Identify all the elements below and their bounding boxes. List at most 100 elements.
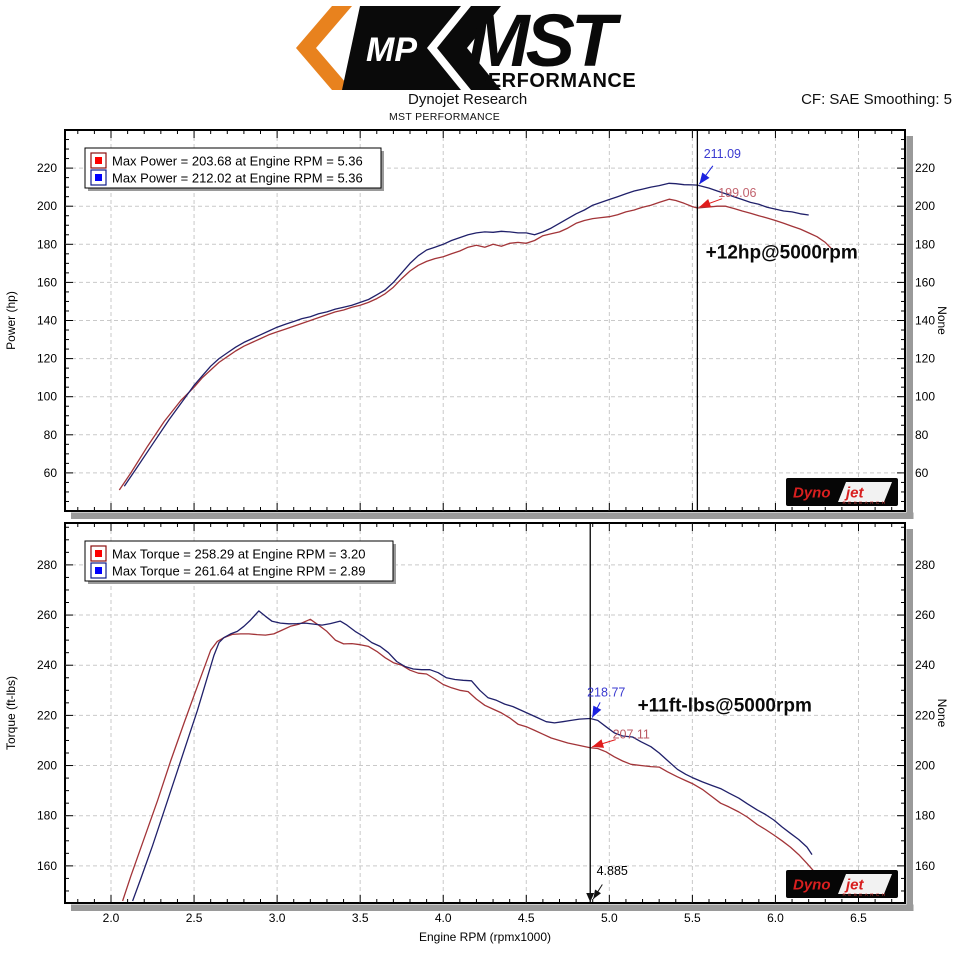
annotation-value-label: 207.11 (613, 728, 650, 742)
y-tick-label-right: 140 (915, 314, 935, 328)
y-tick-label-right: 160 (915, 859, 935, 873)
x-tick-label: 3.0 (269, 911, 286, 925)
y-tick-label-left: 100 (37, 390, 57, 404)
y-tick-label-right: 200 (915, 759, 935, 773)
annotation-arrowhead-icon (699, 198, 712, 208)
annotation-value-label: 199.06 (718, 186, 756, 200)
y-tick-label-right: 100 (915, 390, 935, 404)
y-tick-label-right: 200 (915, 199, 935, 213)
annotation-value-label: 211.09 (704, 147, 741, 161)
plot-shadow-right (906, 529, 913, 910)
x-tick-label: 4.5 (518, 911, 535, 925)
y-tick-label-right: 80 (915, 428, 929, 442)
y-tick-label-left: 220 (37, 708, 57, 722)
plot-shadow-bottom (71, 512, 914, 519)
plot-shadow-right (906, 136, 913, 518)
y-tick-label-left: 180 (37, 237, 57, 251)
x-tick-label: 6.0 (767, 911, 784, 925)
gain-annotation: +11ft-lbs@5000rpm (638, 696, 812, 717)
legend-entry-label: Max Power = 212.02 at Engine RPM = 5.36 (112, 171, 363, 186)
legend-entry-label: Max Torque = 258.29 at Engine RPM = 3.20 (112, 547, 365, 562)
legend-swatch (95, 567, 102, 574)
legend-swatch (95, 550, 102, 557)
y-tick-label-left: 200 (37, 199, 57, 213)
legend-entry-label: Max Torque = 261.64 at Engine RPM = 2.89 (112, 564, 365, 579)
axis-ticks (65, 129, 905, 512)
curves (121, 610, 828, 902)
curve-baseline (121, 618, 828, 902)
logo-orange-chevron-icon (296, 6, 352, 90)
y-tick-label-right: 120 (915, 352, 935, 366)
report-subtitle: MST PERFORMANCE (389, 111, 501, 123)
curve-baseline (118, 198, 833, 491)
y-tick-label-right: 180 (915, 809, 935, 823)
annotation-value-label: 218.77 (587, 685, 625, 699)
watermark-dyno-text: Dyno (793, 877, 831, 894)
x-tick-label: 6.5 (850, 911, 867, 925)
legend-swatch (95, 157, 102, 164)
y-tick-label-left: 280 (37, 558, 57, 572)
plot-area (64, 522, 906, 904)
mst-performance-logo: MP MST PERFORMANCE (296, 6, 636, 92)
y-tick-label-right: 160 (915, 275, 935, 289)
logo-mst-text: MST (468, 6, 622, 82)
x-tick-label: 3.5 (352, 911, 369, 925)
y-axis-title: Torque (ft-lbs) (4, 676, 18, 750)
x-tick-label: 2.5 (186, 911, 203, 925)
dynojet-research-title: Dynojet Research (408, 91, 528, 108)
x-tick-label: 5.0 (601, 911, 618, 925)
y-axis-title: Power (hp) (4, 291, 18, 350)
y-tick-label-left: 80 (44, 428, 58, 442)
legend: Max Power = 203.68 at Engine RPM = 5.36 M… (84, 147, 384, 191)
annotation-arrowhead-icon (592, 739, 605, 748)
curve-modified (123, 182, 809, 487)
y-tick-label-left: 200 (37, 759, 57, 773)
y-tick-label-right: 60 (915, 466, 929, 480)
y-tick-label-right: 240 (915, 658, 935, 672)
power-chart: 60 60 80 80 100 100 120 120 140 140 160 160 180 180 20… (4, 129, 949, 519)
y-tick-label-left: 260 (37, 608, 57, 622)
watermark-jet-text: jet (844, 877, 865, 894)
cursor-value-label: 4.885 (597, 864, 628, 878)
watermark-research-text: RESEARCH (842, 892, 887, 897)
legend: Max Torque = 258.29 at Engine RPM = 3.20… (84, 540, 396, 584)
y-tick-label-right: 280 (915, 558, 935, 572)
x-tick-label: 5.5 (684, 911, 701, 925)
curves (118, 182, 833, 491)
y-tick-label-right: 220 (915, 161, 935, 175)
right-axis-title: None (935, 306, 949, 335)
gain-annotation: +12hp@5000rpm (706, 243, 858, 264)
right-axis-title: None (935, 699, 949, 728)
y-tick-label-left: 140 (37, 314, 57, 328)
logo-k-chevron-icon (437, 6, 501, 90)
y-tick-label-left: 160 (37, 859, 57, 873)
curve-modified (131, 610, 813, 902)
annotation-arrowhead-icon (699, 172, 710, 185)
y-tick-label-right: 220 (915, 708, 935, 722)
cursor-down-arrow-icon (586, 893, 595, 902)
legend-swatch (95, 174, 102, 181)
logo-mp-text: MP (366, 31, 417, 69)
y-tick-label-left: 180 (37, 809, 57, 823)
plot-shadow-bottom (71, 904, 914, 911)
watermark-jet-text: jet (844, 485, 865, 502)
watermark-swoosh (838, 874, 892, 894)
y-tick-label-left: 220 (37, 161, 57, 175)
x-axis-title: Engine RPM (rpmx1000) (419, 930, 551, 944)
x-tick-label: 2.0 (103, 911, 120, 925)
logo-banner-shape (342, 6, 461, 90)
y-tick-label-right: 180 (915, 237, 935, 251)
correction-factor-label: CF: SAE Smoothing: 5 (801, 91, 952, 108)
axis-ticks (65, 523, 905, 903)
legend-box (84, 147, 382, 189)
logo-performance-text: PERFORMANCE (474, 70, 636, 92)
watermark-research-text: RESEARCH (842, 500, 887, 505)
torque-chart: 160 160 180 180 200 200 220 220 240 240 260 260 280 2… (4, 522, 949, 944)
legend-box (84, 540, 394, 582)
y-tick-label-left: 120 (37, 352, 57, 366)
y-tick-label-left: 60 (44, 466, 58, 480)
annotation-arrowhead-icon (592, 705, 602, 718)
